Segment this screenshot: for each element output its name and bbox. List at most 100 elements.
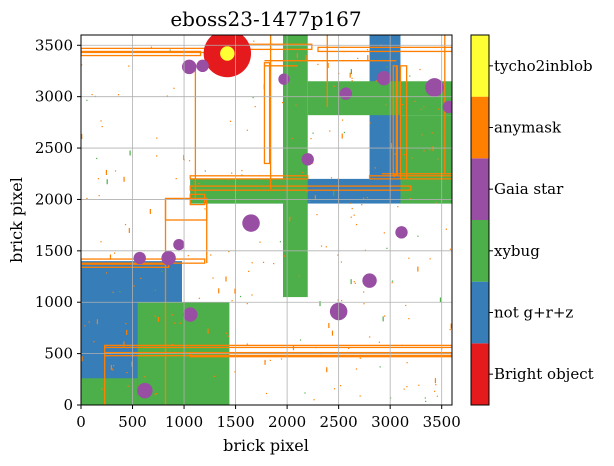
mask-speckle (112, 369, 114, 371)
mask-speckle (333, 190, 335, 196)
gaia-star (376, 70, 392, 86)
mask-speckle (298, 275, 300, 277)
x-tick-label: 0 (76, 413, 86, 431)
gaia-star (242, 214, 260, 232)
mask-speckle (383, 232, 385, 234)
mask-speckle (421, 134, 423, 136)
mask-speckle (308, 200, 310, 203)
mask-speckle (408, 86, 410, 88)
mask-speckle (207, 328, 209, 334)
mask-speckle (385, 104, 387, 106)
mask-speckle (291, 137, 293, 140)
mask-speckle (154, 289, 156, 291)
mask-speckle (328, 323, 330, 329)
colorbar-label: anymask (494, 119, 562, 137)
mask-speckle (445, 228, 447, 230)
mask-speckle (157, 316, 160, 322)
colorbar: Bright object not g+r+z xybug Gaia star anym… (470, 34, 594, 406)
gaia-star (196, 59, 209, 73)
mask-speckle (188, 160, 191, 162)
mask-speckle (140, 277, 142, 279)
mask-speckle (252, 96, 254, 99)
mask-speckle (315, 82, 317, 88)
mask-speckle (362, 197, 365, 199)
mask-speckle (333, 388, 336, 390)
mask-speckle (212, 277, 214, 279)
mask-speckle (351, 77, 353, 79)
gaia-star (395, 226, 408, 239)
mask-speckle (417, 235, 419, 237)
mask-layers (81, 35, 452, 405)
mask-speckle (126, 329, 128, 335)
mask-speckle (100, 241, 102, 243)
mask-speckle (411, 157, 413, 159)
gaia-star (133, 251, 146, 265)
mask-speckle (409, 75, 411, 77)
mask-speckle (341, 133, 343, 139)
mask-speckle (91, 93, 93, 96)
mask-speckle (351, 80, 353, 82)
colorbar-segment (471, 220, 489, 282)
axes: 0 500 1000 1500 2000 2500 3000 3500 0 500 1000 1500… (35, 36, 461, 431)
mask-speckle (449, 328, 451, 331)
mask-speckle (331, 330, 334, 336)
mask-speckle (128, 227, 130, 233)
anymask-box (392, 65, 399, 176)
mask-speckle (340, 261, 343, 263)
mask-speckle (81, 133, 83, 139)
mask-speckle (96, 319, 98, 325)
gaia-star (301, 153, 314, 166)
mask-speckle (225, 332, 228, 334)
mask-speckle (386, 66, 388, 68)
mask-speckle (198, 297, 200, 299)
mask-speckle (312, 132, 314, 134)
mask-speckle (287, 227, 289, 233)
mask-speckle (431, 132, 433, 134)
mask-speckle (241, 170, 243, 172)
mask-speckle (449, 248, 451, 250)
mask-speckle (305, 55, 307, 61)
y-tick-label: 0 (63, 396, 73, 414)
mask-speckle (246, 343, 248, 345)
mask-speckle (425, 400, 427, 402)
mask-speckle (432, 146, 434, 152)
mask-speckle (423, 106, 425, 108)
mask-speckle (279, 241, 282, 243)
mask-speckle (302, 171, 304, 174)
mask-speckle (127, 385, 129, 387)
mask-speckle (273, 262, 275, 265)
mask-speckle (379, 366, 381, 368)
mask-speckle (150, 46, 152, 48)
mask-speckle (246, 129, 248, 131)
mask-speckle (435, 384, 437, 386)
mask-speckle (333, 85, 335, 87)
mask-speckle (101, 125, 103, 128)
mask-speckle (306, 191, 308, 193)
mask-speckle (144, 376, 146, 378)
mask-speckle (123, 176, 125, 182)
mask-speckle (405, 304, 407, 307)
mask-speckle (418, 384, 420, 386)
mask-speckle (350, 216, 352, 218)
mask-speckle (408, 317, 410, 320)
anymask-box (189, 185, 412, 191)
mask-speckle (317, 63, 319, 66)
mask-speckle (133, 285, 135, 287)
mask-speckle (439, 297, 442, 303)
colorbar-label: xybug (494, 242, 540, 260)
mask-speckle (419, 68, 421, 71)
colorbar-label: Bright object (494, 365, 594, 383)
mask-speckle (348, 347, 350, 350)
mask-speckle (88, 321, 90, 323)
anymask-box (263, 62, 271, 165)
mask-speckle (96, 157, 98, 160)
mask-speckle (106, 179, 108, 185)
mask-speckle (161, 270, 163, 273)
mask-speckle (105, 272, 108, 274)
x-tick-label: 2000 (268, 413, 306, 431)
mask-speckle (231, 300, 233, 302)
mask-speckle (225, 276, 227, 282)
mask-speckle (93, 341, 95, 343)
mask-speckle (420, 108, 422, 111)
mask-speckle (343, 131, 346, 134)
